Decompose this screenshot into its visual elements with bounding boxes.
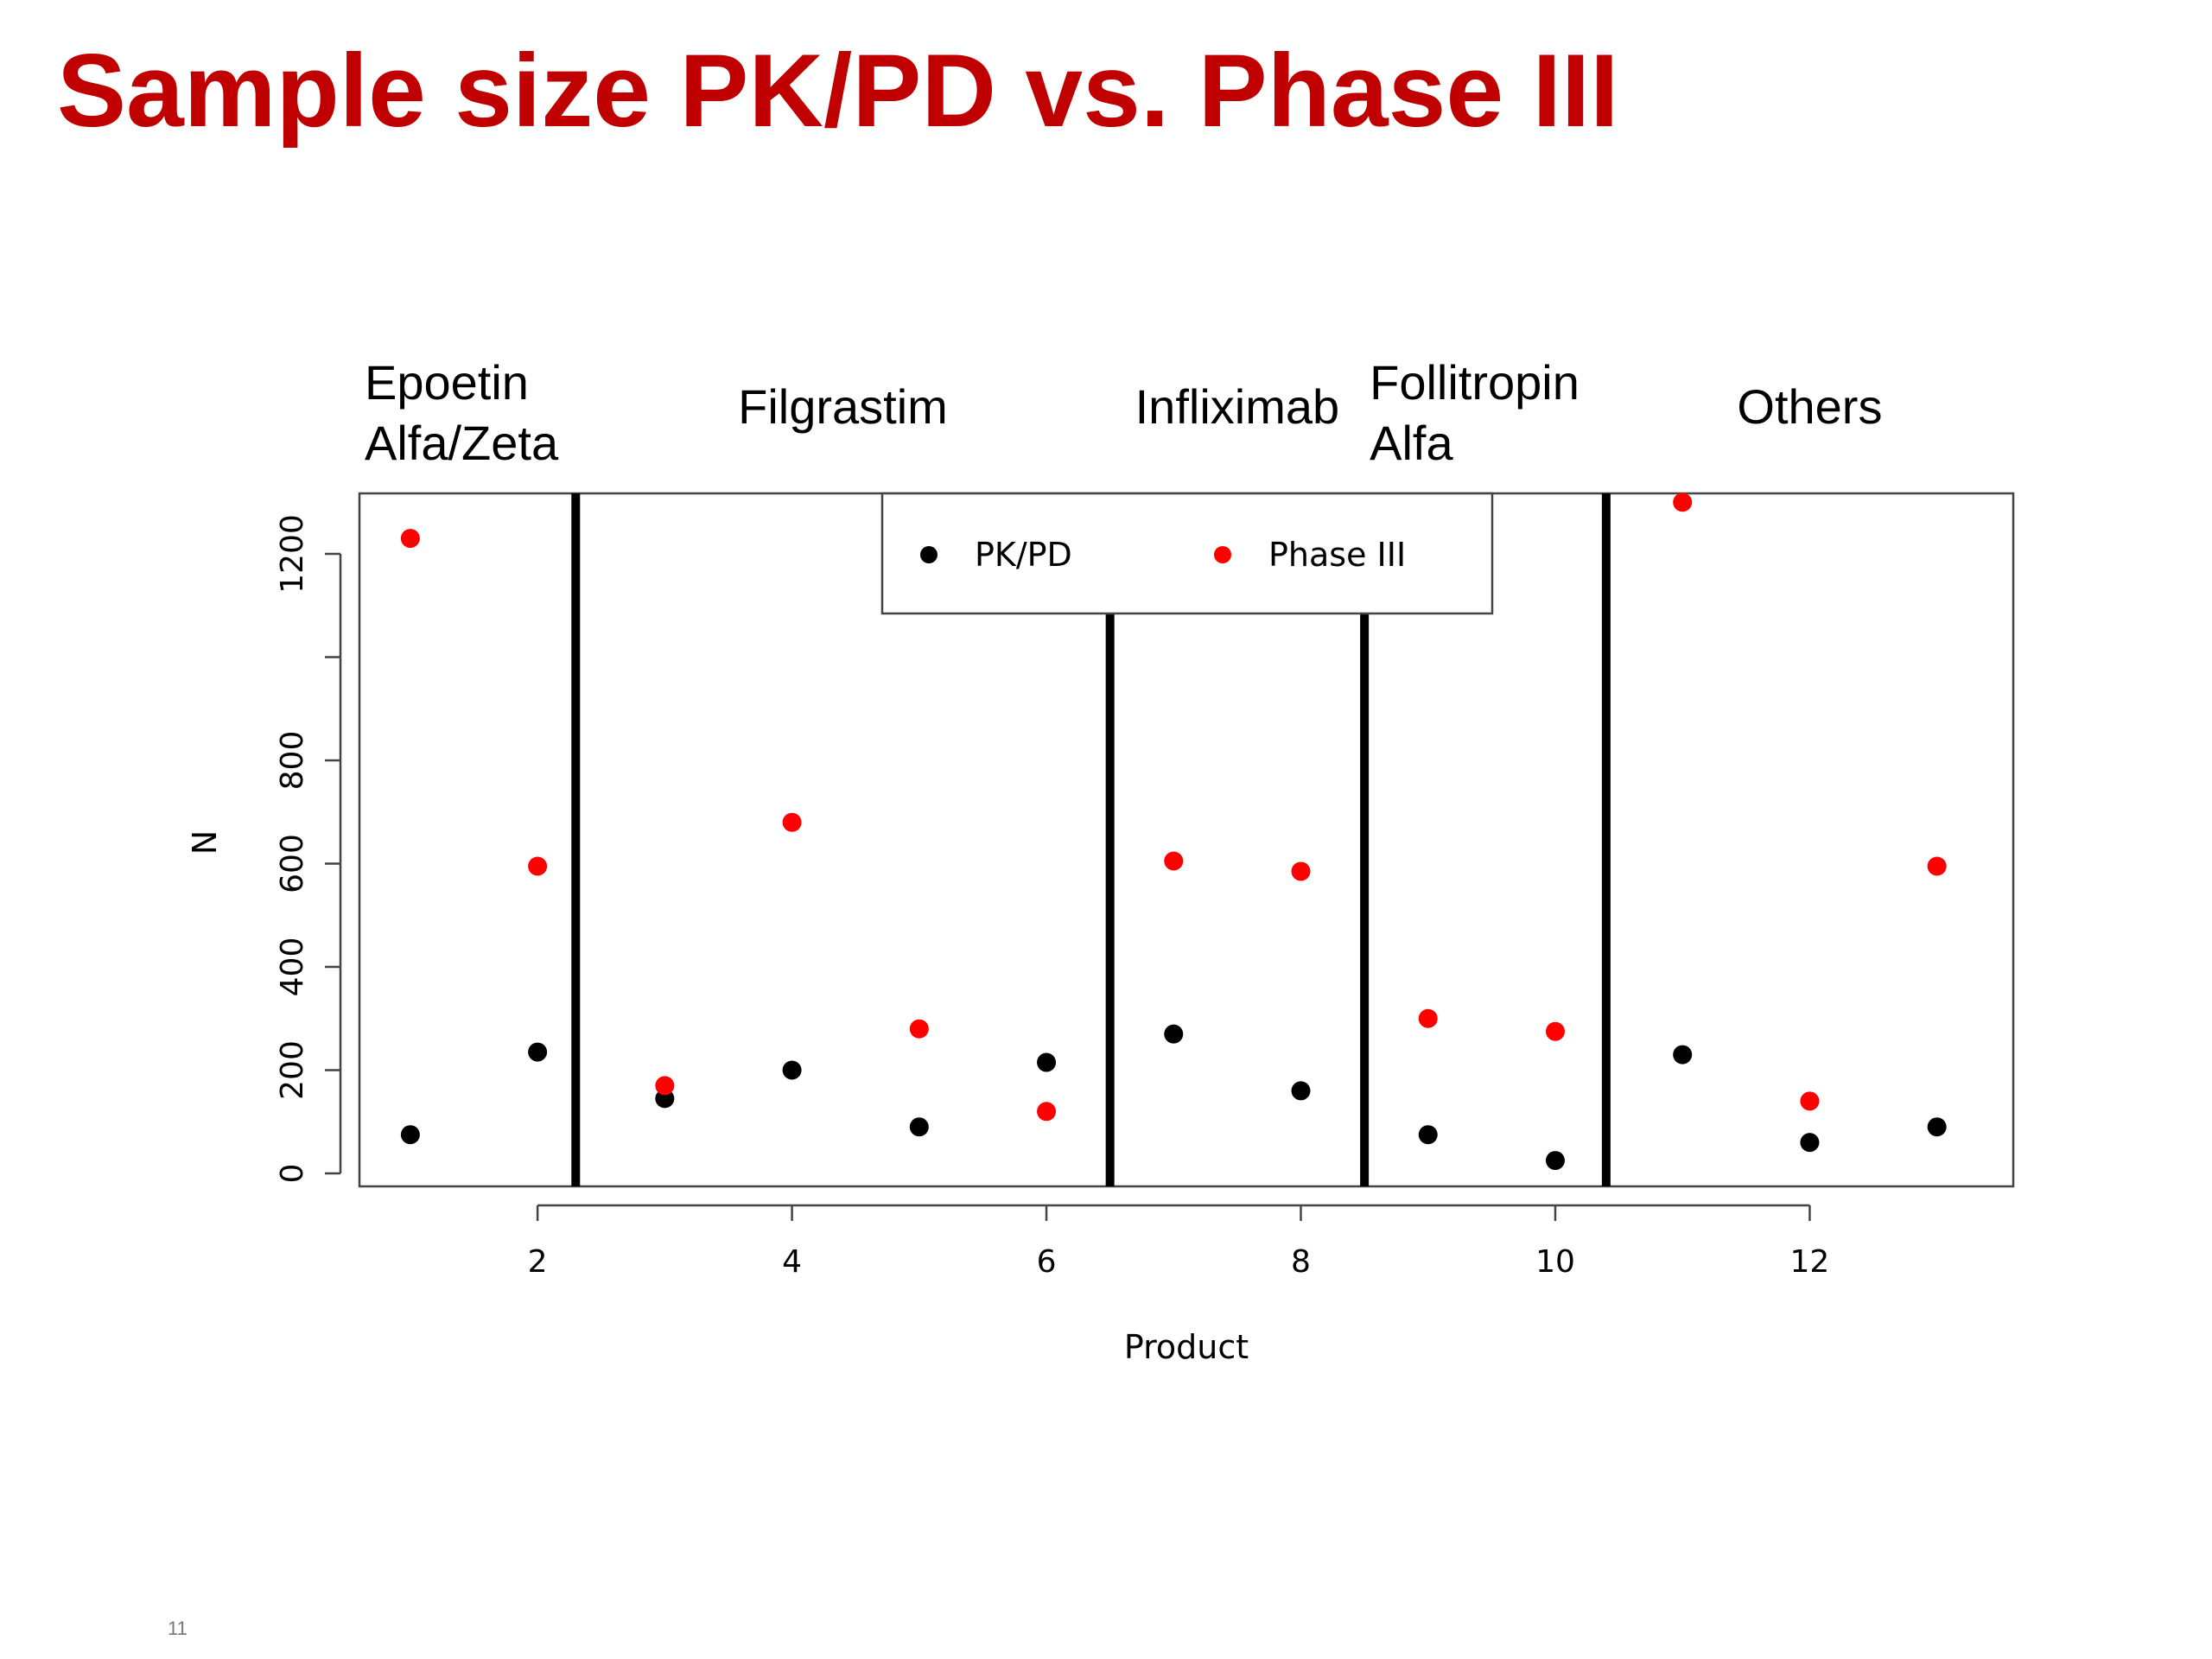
phase3-point — [1800, 1091, 1820, 1111]
phase3-point — [1673, 493, 1693, 512]
y-tick-label: 600 — [275, 834, 310, 893]
x-tick-label: 8 — [1291, 1244, 1311, 1280]
pkpd-point — [782, 1060, 802, 1080]
y-tick-label: 1200 — [275, 514, 310, 594]
y-axis-title: N — [186, 830, 224, 855]
phase3-point — [1545, 1021, 1565, 1041]
group-label: Infliximab — [1135, 379, 1340, 434]
phase3-point — [1164, 851, 1184, 871]
x-tick-label: 4 — [782, 1244, 802, 1280]
group-label: Others — [1737, 379, 1882, 434]
x-axis-title: Product — [1124, 1328, 1249, 1366]
phase3-point — [1291, 861, 1311, 881]
phase3-point — [782, 812, 802, 832]
legend-marker — [920, 546, 938, 563]
pkpd-point — [400, 1125, 420, 1145]
slide-title: Sample size PK/PD vs. Phase III — [57, 33, 1619, 149]
pkpd-point — [909, 1117, 929, 1137]
legend-box — [880, 492, 1494, 615]
pkpd-point — [1418, 1125, 1438, 1145]
group-label: Epoetin — [365, 355, 529, 410]
page-number: 11 — [168, 1618, 188, 1639]
x-tick-label: 6 — [1037, 1244, 1057, 1280]
pkpd-point — [1927, 1117, 1947, 1137]
x-tick-label: 10 — [1535, 1244, 1575, 1280]
y-tick-label: 200 — [275, 1040, 310, 1100]
y-tick-label: 800 — [275, 731, 310, 791]
pkpd-point — [1037, 1052, 1057, 1072]
group-label: Follitropin — [1370, 355, 1580, 410]
group-label: Alfa — [1370, 416, 1453, 470]
pkpd-point — [1800, 1133, 1820, 1153]
phase3-point — [528, 856, 548, 876]
phase3-point — [655, 1076, 675, 1096]
phase3-point — [1037, 1102, 1057, 1122]
pkpd-point — [1164, 1024, 1184, 1044]
group-label: Alfa/Zeta — [365, 416, 559, 470]
phase3-point — [1927, 856, 1947, 876]
y-tick-label: 400 — [275, 938, 310, 997]
pkpd-point — [1673, 1045, 1693, 1065]
phase3-point — [1418, 1008, 1438, 1028]
legend-label: PK/PD — [975, 536, 1072, 574]
x-tick-label: 2 — [528, 1244, 548, 1280]
pkpd-point — [1291, 1081, 1311, 1101]
x-tick-label: 12 — [1790, 1244, 1830, 1280]
pkpd-point — [528, 1042, 548, 1062]
pkpd-point — [1545, 1151, 1565, 1171]
legend-marker — [1214, 546, 1231, 563]
legend-label: Phase III — [1268, 536, 1406, 574]
phase3-point — [909, 1019, 929, 1039]
group-label: Filgrastim — [738, 379, 948, 434]
y-tick-label: 0 — [275, 1164, 310, 1184]
phase3-point — [400, 529, 420, 549]
